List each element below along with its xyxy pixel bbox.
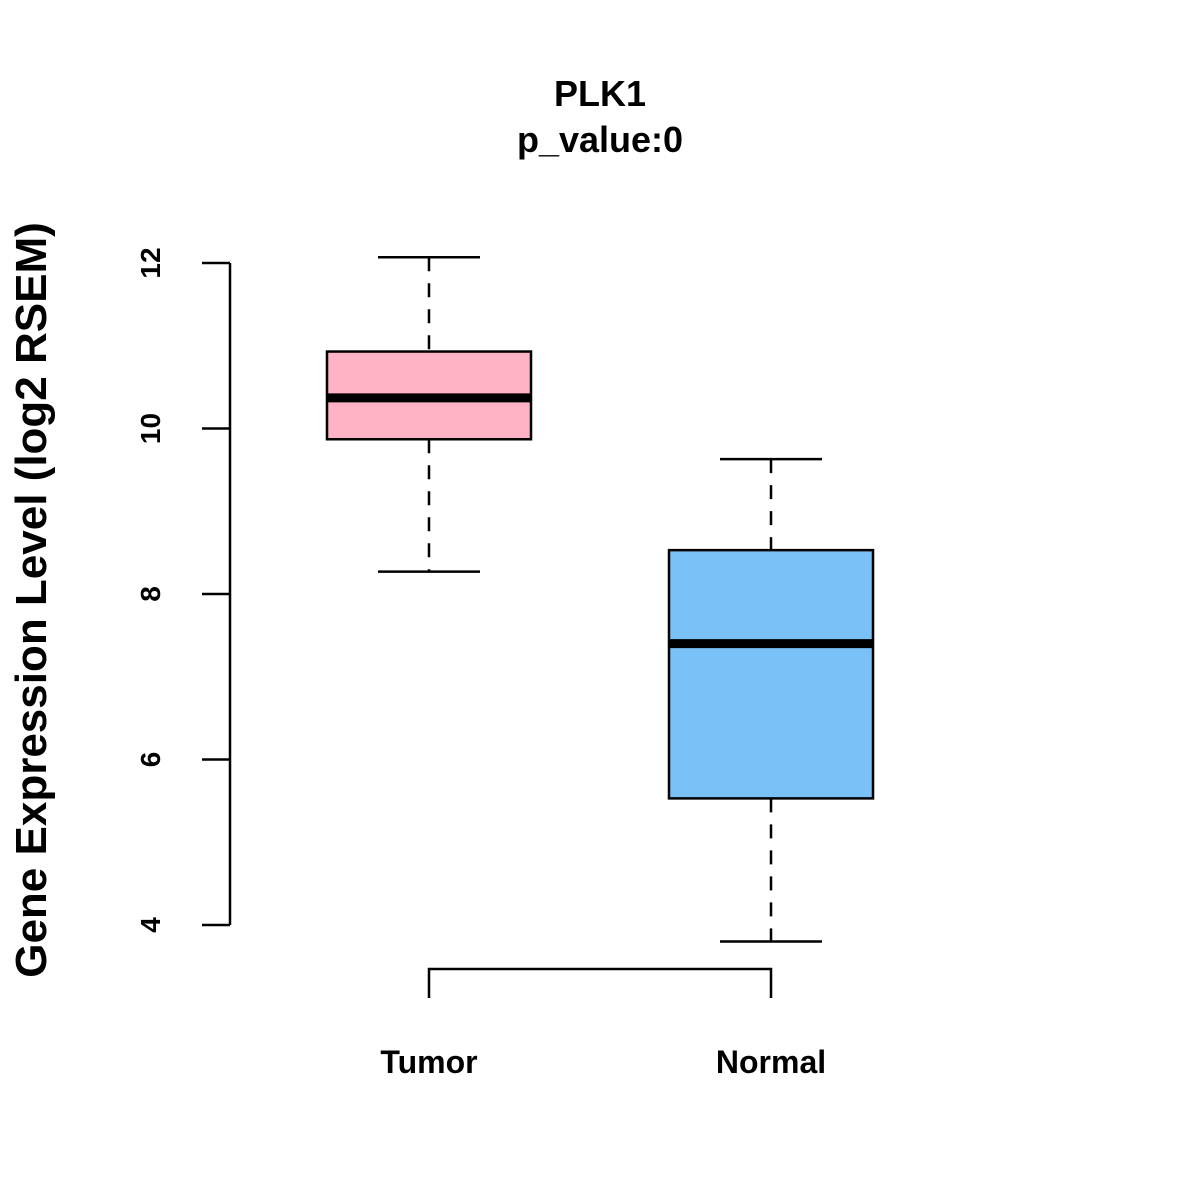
comparison-bracket [427, 967, 773, 998]
y-tick-label: 12 [135, 247, 166, 278]
boxes [325, 255, 875, 943]
x-tick-label-normal: Normal [716, 1044, 826, 1080]
x-axis-labels: Tumor Normal [380, 1044, 826, 1080]
iqr-box [667, 548, 875, 800]
y-tick-label: 4 [135, 917, 166, 933]
box-normal [667, 457, 875, 943]
x-tick-label-tumor: Tumor [380, 1044, 477, 1080]
box-tumor [325, 255, 533, 573]
y-tick-label: 10 [135, 413, 166, 444]
chart-subtitle: p_value:0 [517, 119, 683, 160]
y-tick-label: 8 [135, 586, 166, 602]
y-tick-label: 6 [135, 752, 166, 768]
y-axis-label: Gene Expression Level (log2 RSEM) [7, 222, 56, 978]
y-axis: 4 6 8 10 12 [135, 247, 232, 933]
chart-title: PLK1 [554, 73, 646, 114]
bracket-line [427, 967, 773, 998]
